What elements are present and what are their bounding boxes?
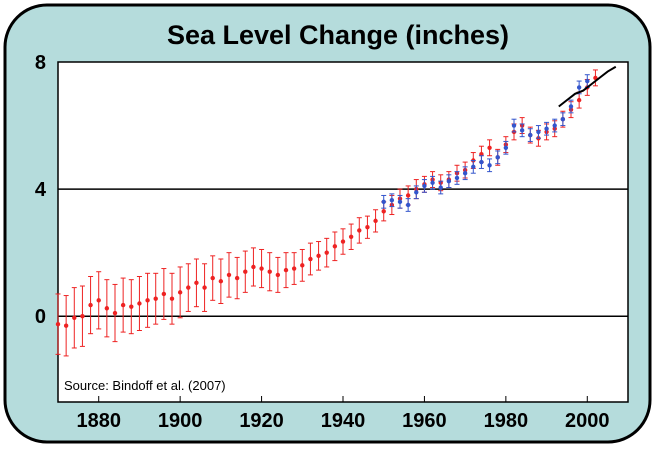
series-1 [381,74,590,212]
data-point [332,244,338,249]
data-point [300,263,305,268]
data-point [528,132,533,138]
data-point [348,234,354,239]
data-point [145,298,150,303]
data-point [218,279,224,284]
series-2 [558,65,617,108]
data-point [275,272,281,278]
x-tick-label: 1880 [76,410,121,432]
data-point [316,253,321,259]
data-point [405,202,411,208]
data-point [308,256,313,262]
x-axis: 1880 1900 1920 1940 1960 1980 2000 [76,396,610,432]
data-point [454,175,460,181]
data-point [324,250,329,255]
data-point [243,269,248,274]
data-point [544,126,549,131]
data-point [576,85,582,90]
data-point [194,280,199,286]
data-point [129,304,134,309]
data-point [169,296,175,301]
data-series [55,65,617,357]
data-point [251,264,256,270]
data-point [536,129,541,135]
x-tick-label: 2000 [565,410,610,432]
data-point [495,155,500,160]
data-point [210,275,215,281]
data-point [259,266,264,271]
data-point [438,185,443,190]
chart-title: Sea Level Change (inches) [167,20,509,50]
data-point [96,298,101,303]
data-point [479,159,484,165]
data-point [104,306,110,311]
gridlines [58,188,628,317]
data-point [63,323,69,328]
x-tick-label: 1980 [484,410,529,432]
x-tick-label: 1960 [402,410,447,432]
data-point [153,296,158,301]
data-point [80,314,85,319]
data-point [560,116,566,122]
data-point [88,302,93,308]
data-point [568,104,574,109]
data-point [267,269,272,274]
data-point [202,285,207,290]
source-annotation: Source: Bindoff et al. (2007) [64,378,226,393]
data-point [340,239,346,244]
data-point [373,218,378,224]
data-point [422,183,427,189]
data-point [487,163,492,168]
data-point [397,199,403,205]
data-point [585,78,590,84]
data-point [55,321,61,327]
series-line [558,65,617,108]
data-point [234,275,240,281]
x-tick-label: 1900 [158,410,203,432]
data-point [365,225,370,230]
data-point [446,178,452,184]
data-point [112,310,118,316]
x-tick-label: 1940 [321,410,366,432]
data-point [161,291,167,297]
data-point [389,198,395,203]
data-point [405,193,411,198]
data-point [487,145,492,150]
data-point [72,315,77,320]
data-point [186,285,191,290]
data-point [503,145,509,150]
data-point [471,164,476,170]
data-point [430,180,435,185]
data-point [381,199,386,205]
data-point [137,301,142,306]
data-point [414,190,419,195]
data-point [576,97,582,103]
x-tick-label: 1920 [239,410,284,432]
data-point [283,267,289,273]
data-point [552,123,557,128]
y-axis: 0 4 8 [35,52,47,328]
data-point [291,266,297,271]
data-point [519,128,525,133]
data-point [511,123,517,128]
data-point [226,272,232,278]
data-point [177,290,183,295]
data-point [357,228,362,233]
data-point [462,171,468,176]
y-tick-label: 8 [35,52,46,74]
data-point [381,209,386,214]
data-point [120,302,126,308]
y-tick-label: 0 [35,306,46,328]
y-tick-label: 4 [35,179,47,201]
